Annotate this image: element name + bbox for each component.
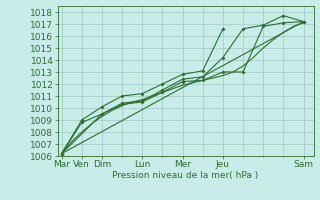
X-axis label: Pression niveau de la mer( hPa ): Pression niveau de la mer( hPa ): [112, 171, 259, 180]
